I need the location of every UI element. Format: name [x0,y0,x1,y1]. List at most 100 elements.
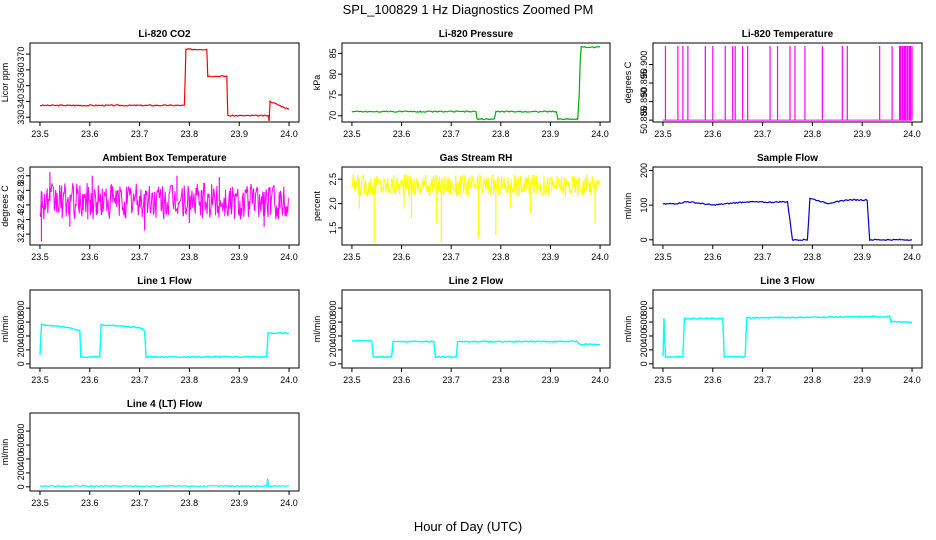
x-tick-label: 23.9 [853,129,871,139]
panel-pressure: Li-820 Pressure 23.5 23.6 23.7 23.8 23.9 24.0 7… [312,29,611,139]
y-axis-label: kPa [312,75,322,91]
y-tick-label: 800 [639,301,649,316]
panel-sampleflow: Sample Flow 23.5 23.6 23.7 23.8 23.9 24.0 0 100 2… [623,153,923,262]
series-line [39,478,290,488]
plot-frame [652,289,923,369]
x-tick-label: 23.5 [654,375,672,385]
x-tick-label: 23.8 [804,375,822,385]
panel-title: Li-820 Pressure [439,29,514,40]
x-tick-label: 23.5 [31,129,49,139]
panel-title: Line 3 Flow [760,276,815,287]
y-axis-label: ml/min [312,316,322,343]
y-tick-label: 32.2 [16,225,26,243]
x-tick-label: 23.8 [492,375,510,385]
panel-ambienttemp: Ambient Box Temperature 23.5 23.6 23.7 23.8 2… [0,153,300,262]
y-tick-label: 32.8 [16,182,26,200]
x-tick-label: 23.8 [181,375,199,385]
panel-title: Line 1 Flow [137,276,192,287]
y-axis-label: percent [312,190,322,221]
y-tick-label: 100 [639,198,649,213]
x-tick-label: 24.0 [591,252,609,262]
x-tick-label: 24.0 [903,252,921,262]
y-axis-label: ml/min [623,316,633,343]
y-tick-label: 33.0 [16,167,26,185]
y-tick-label: 400 [328,328,338,343]
panel-co2: Li-820 CO2 23.5 23.6 23.7 23.8 23.9 24.0 330340… [0,29,300,139]
x-tick-label: 23.7 [754,252,772,262]
y-tick-label: 340 [16,94,26,109]
x-tick-label: 23.6 [81,252,99,262]
series-line [351,339,601,359]
panel-line1: Line 1 Flow 23.5 23.6 23.7 23.8 23.9 24.0 0 2004… [0,276,300,385]
y-tick-label: 2.5 [328,173,338,186]
x-tick-label: 23.6 [81,129,99,139]
x-tick-label: 23.5 [31,498,49,508]
panel-title: Line 2 Flow [449,276,504,287]
x-tick-label: 23.8 [492,129,510,139]
series-line [351,45,601,121]
x-tick-label: 23.6 [704,129,722,139]
panel-title: Line 4 (LT) Flow [127,399,203,410]
plot-frame [341,289,611,369]
x-tick-label: 23.6 [81,375,99,385]
y-tick-label: 200 [16,342,26,357]
panel-title: Li-820 Temperature [742,29,834,40]
panel-line3: Line 3 Flow 23.5 23.6 23.7 23.8 23.9 24.0 0 2004… [623,276,923,385]
x-tick-label: 23.7 [442,129,460,139]
y-tick-label: 200 [639,163,649,178]
y-tick-label: 0 [328,361,338,366]
plot-frame [29,42,300,123]
y-tick-label: 370 [16,47,26,62]
x-tick-label: 23.9 [230,129,248,139]
plot-area [39,48,290,122]
x-tick-label: 23.6 [81,498,99,508]
x-tick-label: 23.5 [343,129,361,139]
x-tick-label: 23.5 [31,375,49,385]
plot-frame [652,166,923,246]
y-tick-label: 800 [16,424,26,439]
y-tick-label: 50.895 [639,69,649,97]
series-line [351,173,601,198]
x-tick-label: 23.7 [131,375,149,385]
x-tick-label: 23.9 [542,129,560,139]
plot-area [351,339,601,359]
y-axis-label: ml/min [0,316,10,343]
panel-title: Gas Stream RH [440,153,513,164]
x-tick-label: 23.7 [131,129,149,139]
y-tick-label: 200 [16,465,26,480]
x-tick-label: 23.5 [343,252,361,262]
plot-area [39,478,290,488]
plot-area [351,173,601,243]
y-tick-label: 800 [328,301,338,316]
x-tick-label: 23.5 [654,129,672,139]
x-tick-label: 23.5 [31,252,49,262]
x-tick-label: 23.7 [442,252,460,262]
x-tick-label: 24.0 [280,375,298,385]
y-axis-label: degrees C [623,61,633,103]
y-tick-label: 600 [639,315,649,330]
figure-title: SPL_100829 1 Hz Diagnostics Zoomed PM [343,2,594,17]
chart-panels: Li-820 CO2 23.5 23.6 23.7 23.8 23.9 24.0 330340… [0,29,923,508]
y-axis-label: Licor ppm [0,63,10,103]
plot-area [662,314,913,359]
x-tick-label: 24.0 [591,129,609,139]
x-tick-label: 23.6 [393,252,411,262]
y-tick-label: 0 [639,361,649,366]
plot-frame [341,166,611,246]
plot-frame [29,289,300,369]
y-tick-label: 800 [16,301,26,316]
x-tick-label: 23.9 [230,498,248,508]
y-tick-label: 85 [328,48,338,58]
panel-title: Li-820 CO2 [138,29,191,40]
y-tick-label: 32.4 [16,211,26,229]
y-tick-label: 400 [639,328,649,343]
series-line [662,197,913,242]
y-tick-label: 50.900 [639,51,649,79]
panel-line2: Line 2 Flow 23.5 23.6 23.7 23.8 23.9 24.0 0 2004… [312,276,611,385]
x-tick-label: 23.6 [393,375,411,385]
plot-area [662,197,913,242]
x-tick-label: 24.0 [280,252,298,262]
y-axis-label: ml/min [0,439,10,466]
y-axis-label: degrees C [0,185,10,227]
x-tick-label: 23.8 [804,129,822,139]
